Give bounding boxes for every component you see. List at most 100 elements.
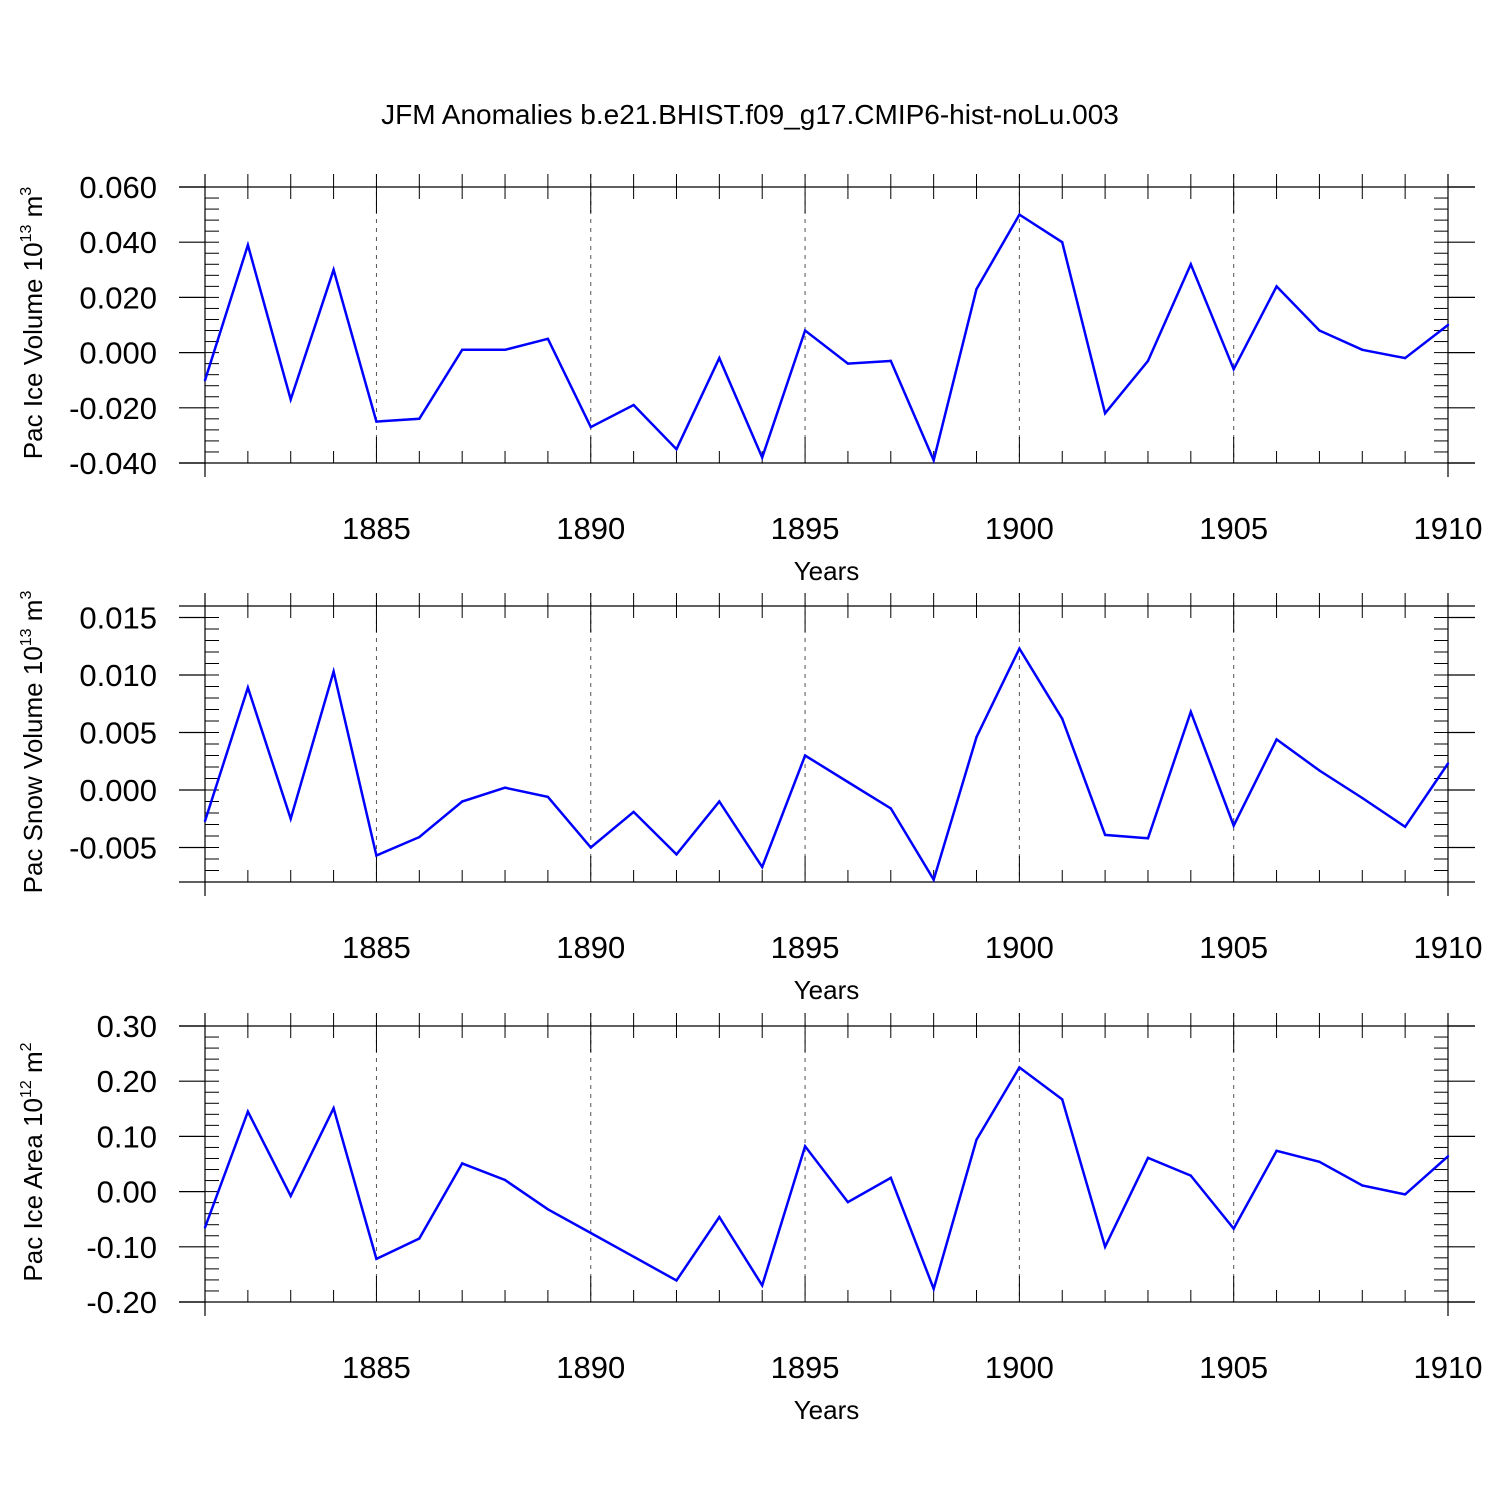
x-tick-label: 1900 — [985, 511, 1054, 546]
x-tick-label: 1905 — [1199, 930, 1268, 965]
data-point — [203, 819, 207, 823]
y-axis-label-exponent: 13 — [18, 224, 35, 242]
data-point — [932, 1287, 935, 1290]
series-line — [203, 1065, 1449, 1293]
data-point — [975, 1138, 978, 1141]
data-point — [460, 348, 464, 352]
data-point — [1275, 285, 1278, 288]
y-axis-label-unit-exponent: 3 — [18, 187, 35, 196]
data-point — [418, 1237, 421, 1240]
data-point — [1318, 1160, 1321, 1163]
data-point — [932, 878, 935, 881]
data-point — [332, 670, 335, 673]
x-tick-label: 1890 — [556, 1350, 625, 1385]
x-tick-label: 1890 — [556, 511, 625, 546]
panel-3: -0.20 -0.10 0.00 0.10 0.20 0.30 1885 1890 1895 19… — [18, 1009, 1482, 1425]
data-point — [332, 268, 335, 271]
data-point — [675, 448, 678, 451]
data-point — [1103, 833, 1107, 837]
y-axis-label-text: Pac Ice Area 10 — [18, 1098, 48, 1282]
data-point — [1275, 1149, 1278, 1152]
figure-title: JFM Anomalies b.e21.BHIST.f09_g17.CMIP6-… — [381, 99, 1119, 130]
y-tick-label: 0.000 — [79, 773, 157, 808]
data-point — [460, 800, 464, 803]
data-point — [761, 865, 764, 869]
y-tick-label: -0.020 — [69, 391, 157, 426]
data-point — [1146, 1156, 1150, 1160]
data-point — [289, 398, 292, 401]
y-tick-label: 0.020 — [79, 280, 157, 315]
x-axis-label: Years — [794, 1395, 860, 1425]
data-point — [1403, 825, 1407, 828]
data-point — [1446, 762, 1450, 765]
data-point — [1403, 1193, 1407, 1196]
data-point — [289, 817, 292, 820]
data-point — [375, 420, 378, 423]
data-point — [332, 1107, 335, 1110]
y-axis-label-unit-exponent: 2 — [18, 1042, 35, 1051]
data-point — [803, 1145, 807, 1148]
data-point — [460, 1162, 464, 1165]
data-point — [1189, 1174, 1193, 1177]
y-axis-label-unit: m — [18, 1051, 48, 1080]
y-axis-label: Pac Ice Area 1012 m2 — [18, 1042, 48, 1281]
data-point — [589, 846, 592, 849]
data-point — [632, 810, 635, 814]
panel-2: -0.005 0.000 0.005 0.010 0.015 1885 1890 1895 19… — [18, 591, 1482, 1005]
data-point — [975, 287, 978, 291]
data-point — [375, 854, 378, 857]
data-point — [675, 853, 678, 856]
x-tick-label: 1910 — [1414, 930, 1483, 965]
data-point — [246, 1110, 250, 1113]
data-point — [632, 1255, 635, 1258]
y-tick-label: -0.20 — [86, 1285, 157, 1320]
data-point — [1189, 710, 1193, 713]
data-point — [246, 243, 250, 247]
x-tick-label: 1900 — [985, 1350, 1054, 1385]
data-point — [503, 786, 507, 789]
data-point — [1446, 1155, 1450, 1158]
data-point — [846, 362, 850, 365]
data-point — [546, 337, 550, 340]
x-tick-label: 1895 — [771, 930, 840, 965]
series-line — [203, 645, 1450, 883]
data-point — [1061, 717, 1064, 720]
data-point — [246, 686, 250, 689]
data-point — [1018, 1066, 1021, 1069]
x-tick-label: 1905 — [1199, 1350, 1268, 1385]
x-tick-label: 1895 — [771, 1350, 840, 1385]
data-point — [546, 795, 550, 799]
y-tick-label: 0.005 — [79, 716, 157, 751]
x-tick-label: 1895 — [771, 511, 840, 546]
panel-1: -0.040 -0.020 0.000 0.020 0.040 0.060 1885 1890… — [18, 170, 1482, 586]
data-point — [718, 356, 721, 360]
y-tick-label: 0.015 — [79, 601, 157, 636]
data-point — [932, 459, 935, 462]
x-tick-label: 1900 — [985, 930, 1054, 965]
data-point — [718, 800, 721, 803]
y-tick-label: 0.010 — [79, 658, 157, 693]
y-axis-label-exponent: 12 — [18, 1080, 35, 1098]
x-tick-label: 1885 — [342, 511, 411, 546]
data-point — [1018, 213, 1021, 216]
data-point — [1232, 367, 1235, 371]
y-tick-label: -0.040 — [69, 446, 157, 481]
data-point — [846, 780, 850, 784]
x-tick-label: 1910 — [1414, 511, 1483, 546]
data-point — [846, 1200, 850, 1204]
y-axis-label-text: Pac Ice Volume 10 — [18, 242, 48, 459]
data-point — [1318, 769, 1321, 772]
data-point — [546, 1208, 550, 1211]
data-point — [503, 1178, 507, 1182]
panels: -0.040 -0.020 0.000 0.020 0.040 0.060 1885 1890… — [18, 170, 1482, 1425]
y-tick-label: 0.060 — [79, 170, 157, 205]
data-point — [889, 1176, 892, 1180]
data-point — [375, 1257, 378, 1261]
y-axis-label-exponent: 13 — [18, 628, 35, 646]
data-point — [418, 417, 421, 421]
data-point — [1361, 1184, 1364, 1187]
data-point — [975, 735, 978, 739]
y-axis-label: Pac Snow Volume 1013 m3 — [18, 591, 48, 894]
